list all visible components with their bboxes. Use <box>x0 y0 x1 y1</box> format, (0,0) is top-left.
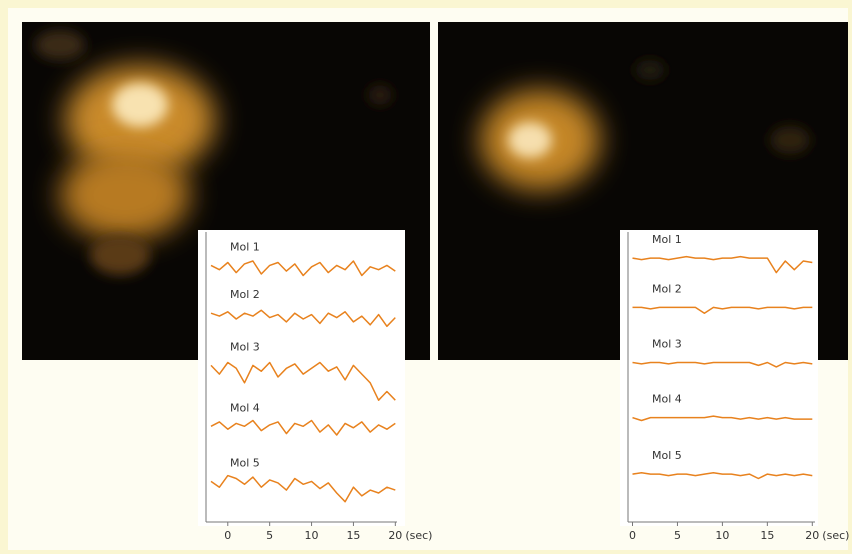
x-tick-label: 15 <box>760 529 774 542</box>
figure: 05101520(sec)Mol 1Mol 2Mol 3Mol 4Mol 505… <box>0 0 852 554</box>
x-tick-label: 10 <box>715 529 729 542</box>
inset-right <box>620 230 818 526</box>
trace-label: Mol 2 <box>230 288 260 301</box>
x-tick-label: 5 <box>674 529 681 542</box>
trace-label: Mol 1 <box>652 233 682 246</box>
trace-label: Mol 5 <box>230 456 260 469</box>
trace-label: Mol 3 <box>230 340 260 353</box>
x-tick-label: 20 <box>805 529 819 542</box>
x-axis-label: (sec) <box>405 529 432 542</box>
x-tick-label: 15 <box>346 529 360 542</box>
trace-label: Mol 5 <box>652 449 682 462</box>
x-tick-label: 10 <box>305 529 319 542</box>
trace-label: Mol 1 <box>230 240 260 253</box>
trace-label: Mol 3 <box>652 338 682 351</box>
x-tick-label: 5 <box>266 529 273 542</box>
trace-label: Mol 2 <box>652 282 682 295</box>
x-tick-label: 0 <box>224 529 231 542</box>
trace-label: Mol 4 <box>652 393 682 406</box>
x-tick-label: 20 <box>388 529 402 542</box>
x-tick-label: 0 <box>629 529 636 542</box>
trace-label: Mol 4 <box>230 401 260 414</box>
x-axis-label: (sec) <box>822 529 849 542</box>
